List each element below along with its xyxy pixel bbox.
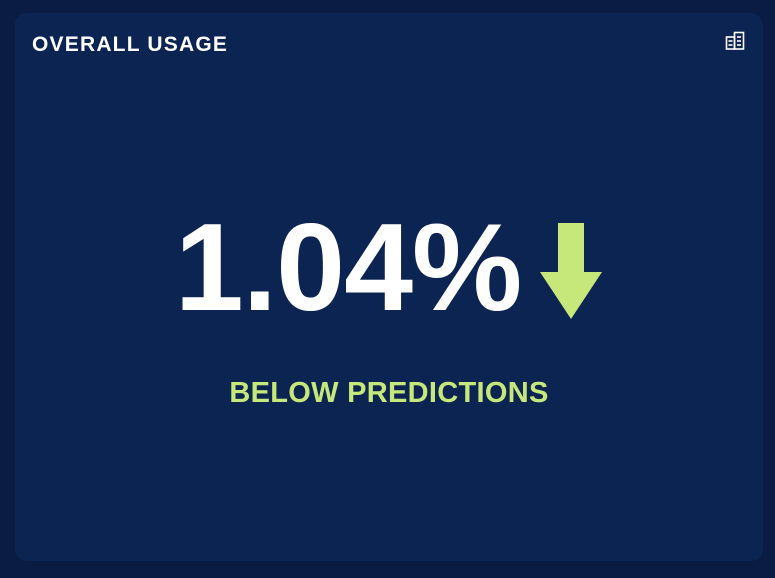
arrow-down-icon — [539, 223, 603, 319]
overall-usage-card: OVERALL USAGE 1.04% BELOW PREDICTIONS — [15, 13, 763, 561]
card-title: OVERALL USAGE — [32, 33, 229, 56]
usage-caption: BELOW PREDICTIONS — [229, 377, 549, 409]
usage-value: 1.04% — [174, 199, 523, 337]
report-icon[interactable] — [725, 31, 745, 51]
usage-metric: 1.04% — [15, 203, 763, 333]
